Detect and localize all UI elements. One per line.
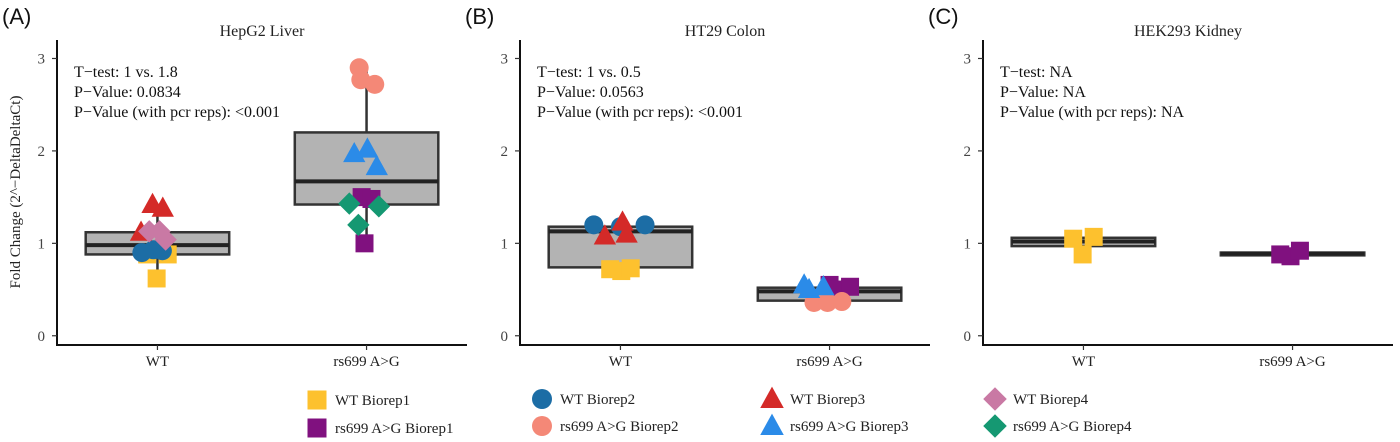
legend-item: rs699 A>G Biorep4 xyxy=(983,414,1132,438)
data-point xyxy=(367,195,391,218)
y-axis-label: Fold Change (2^−DeltaDeltaCt) xyxy=(8,96,24,289)
panel-title: HEK293 Kidney xyxy=(1134,23,1242,40)
data-point xyxy=(338,192,361,215)
legend-key-diamond xyxy=(983,387,1007,411)
data-point xyxy=(615,222,638,243)
data-point xyxy=(584,215,604,235)
legend-item: rs699 A>G Biorep1 xyxy=(307,418,453,438)
y-tick-label: 1 xyxy=(964,236,972,252)
data-point xyxy=(818,292,837,312)
x-tick-label: WT xyxy=(146,354,169,370)
data-point xyxy=(635,215,655,235)
data-point xyxy=(593,224,617,245)
y-tick-label: 2 xyxy=(38,144,46,160)
data-point xyxy=(355,234,374,253)
legend-item: WT Biorep3 xyxy=(760,386,865,408)
y-tick-label: 2 xyxy=(964,144,972,160)
y-tick-label: 3 xyxy=(501,51,509,67)
panel-3: (C) HEK293 Kidney 0 1 2 3 WT rs699 A>G T−test: N… xyxy=(928,4,1393,370)
data-point xyxy=(841,277,860,296)
stat-annotation: T−test: 1 vs. 1.8 xyxy=(74,64,178,81)
data-point xyxy=(365,74,385,94)
stat-annotation: P−Value (with pcr reps): NA xyxy=(1000,104,1185,121)
stat-annotation: P−Value (with pcr reps): <0.001 xyxy=(537,104,743,121)
data-point xyxy=(1290,241,1309,260)
legend-item: WT Biorep2 xyxy=(532,389,635,409)
legend-key-triangle xyxy=(760,386,784,408)
data-point xyxy=(154,228,177,251)
panel-label: (C) xyxy=(928,4,959,29)
panel-title: HT29 Colon xyxy=(685,23,765,40)
data-point xyxy=(1064,229,1083,248)
legend-key-square xyxy=(307,390,327,410)
legend-item: WT Biorep1 xyxy=(307,390,410,410)
x-tick-label: rs699 A>G xyxy=(796,354,863,370)
data-point xyxy=(1073,245,1092,264)
x-tick-label: WT xyxy=(1072,354,1095,370)
data-point xyxy=(147,269,166,288)
data-point xyxy=(347,213,370,237)
data-point xyxy=(1084,227,1103,246)
data-point xyxy=(621,259,640,278)
legend-item: rs699 A>G Biorep3 xyxy=(760,413,908,435)
legend: WT Biorep1 rs699 A>G Biorep1 WT Biorep2 rs6… xyxy=(307,386,1132,438)
panel-2: (B) HT29 Colon 0 1 2 3 WT rs699 A>G T−test: 1 vs… xyxy=(465,4,930,370)
x-tick-label: rs699 A>G xyxy=(1259,354,1326,370)
legend-label: rs699 A>G Biorep4 xyxy=(1013,419,1132,435)
stat-annotation: P−Value: NA xyxy=(1000,84,1086,101)
data-point xyxy=(365,154,388,176)
data-point xyxy=(151,196,174,217)
y-tick-label: 3 xyxy=(964,51,972,67)
y-tick-label: 0 xyxy=(38,329,46,345)
y-tick-label: 1 xyxy=(38,236,46,252)
legend-label: WT Biorep4 xyxy=(1013,392,1089,408)
x-tick-label: WT xyxy=(609,354,632,370)
legend-label: rs699 A>G Biorep3 xyxy=(790,419,908,435)
x-tick-label: rs699 A>G xyxy=(333,354,400,370)
legend-item: rs699 A>G Biorep2 xyxy=(532,416,678,436)
legend-key-triangle xyxy=(760,413,784,435)
y-tick-label: 0 xyxy=(964,329,972,345)
legend-key-square xyxy=(307,418,327,438)
legend-key-diamond xyxy=(983,414,1007,438)
y-tick-label: 2 xyxy=(501,144,509,160)
legend-label: WT Biorep1 xyxy=(335,393,410,409)
y-tick-label: 3 xyxy=(38,51,46,67)
stat-annotation: P−Value (with pcr reps): <0.001 xyxy=(74,104,280,121)
data-point xyxy=(832,292,852,312)
data-point xyxy=(356,137,379,158)
legend-key-circle xyxy=(532,389,552,409)
legend-label: WT Biorep2 xyxy=(560,392,635,408)
panel-label: (B) xyxy=(465,4,494,29)
legend-label: rs699 A>G Biorep2 xyxy=(560,419,678,435)
stat-annotation: P−Value: 0.0834 xyxy=(74,84,181,101)
y-tick-label: 0 xyxy=(501,329,509,345)
data-point xyxy=(812,275,835,296)
stat-annotation: T−test: NA xyxy=(1000,64,1073,81)
stat-annotation: P−Value: 0.0563 xyxy=(537,84,644,101)
panel-label: (A) xyxy=(2,4,31,29)
legend-label: WT Biorep3 xyxy=(790,392,865,408)
legend-label: rs699 A>G Biorep1 xyxy=(335,421,453,437)
stat-annotation: T−test: 1 vs. 0.5 xyxy=(537,64,641,81)
panel-1: (A) HepG2 Liver 0 1 2 3 WT rs699 A>G T−test: 1 v… xyxy=(2,4,467,370)
legend-key-circle xyxy=(532,416,552,436)
panel-title: HepG2 Liver xyxy=(220,23,306,40)
y-tick-label: 1 xyxy=(501,236,509,252)
legend-item: WT Biorep4 xyxy=(983,387,1089,411)
